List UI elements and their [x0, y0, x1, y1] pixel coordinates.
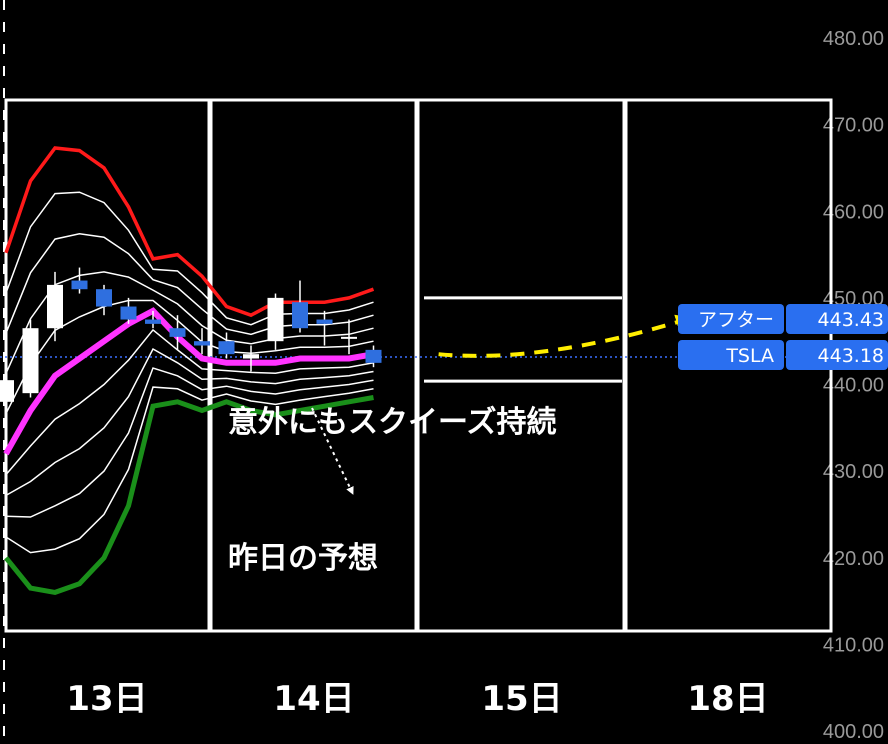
price-tag-value-box	[786, 340, 888, 370]
candle-body	[96, 289, 112, 307]
upper-band-line	[5, 233, 374, 336]
price-tag-value: 443.43	[818, 309, 884, 331]
y-tick-label: 470.00	[823, 115, 884, 137]
day-label-13: 13日	[66, 679, 147, 719]
labels: 意外にもスクイーズ持続 昨日の予想 13日 14日 15日 18日	[66, 405, 768, 719]
y-tick-label: 440.00	[823, 375, 884, 397]
candle-body	[341, 336, 357, 339]
candle-body	[120, 306, 137, 320]
annotation-arrow	[311, 407, 354, 495]
lower-band-line	[5, 367, 374, 518]
y-axis-ticks: 480.00470.00460.00450.00440.00430.00420.…	[823, 28, 884, 743]
middle-band-magenta	[3, 307, 375, 456]
day-frame	[4, 98, 211, 633]
y-tick-label: 420.00	[823, 548, 884, 570]
y-tick-label: 460.00	[823, 201, 884, 223]
candle-body	[169, 328, 186, 337]
forecast-dashed-1	[438, 314, 692, 358]
y-tick-label: 400.00	[823, 721, 884, 743]
price-tag-value-box	[786, 304, 888, 334]
annotation-squeeze: 意外にもスクイーズ持続	[228, 405, 557, 440]
forecast-arrow	[311, 314, 692, 495]
candle-body	[194, 341, 210, 346]
annotation-yesterday: 昨日の予想	[228, 541, 378, 576]
candle-body	[47, 284, 63, 329]
price-tag-value: 443.18	[818, 345, 884, 367]
price-tag-label-box	[678, 304, 784, 334]
lower-band-line	[5, 328, 374, 476]
y-tick-label: 480.00	[823, 28, 884, 50]
y-tick-label: 430.00	[823, 461, 884, 483]
lower-band-line	[5, 386, 374, 554]
candle-body	[267, 297, 284, 342]
candle-body	[316, 319, 333, 324]
candle-body	[71, 280, 88, 290]
candle-body	[292, 302, 308, 329]
day-frame	[416, 98, 626, 633]
upper-band-red	[4, 146, 375, 318]
y-tick-label: 410.00	[823, 634, 884, 656]
bollinger-bands	[3, 146, 375, 595]
price-tag-label: TSLA	[725, 345, 774, 367]
price-tag-label: アフター	[698, 309, 774, 331]
candle-body	[243, 354, 259, 359]
candles	[0, 267, 382, 420]
day-label-15: 15日	[481, 679, 562, 719]
upper-band-line	[5, 191, 374, 326]
price-tags: アフター 443.43 TSLA 443.18	[678, 304, 888, 370]
day-label-14: 14日	[273, 679, 354, 719]
candle-body	[0, 380, 14, 402]
price-tag-label-box	[678, 340, 784, 370]
candle-body	[145, 319, 161, 324]
candle-body	[365, 349, 382, 363]
upper-band-line	[5, 271, 374, 374]
upper-band-line	[5, 299, 374, 414]
candle-body	[218, 341, 235, 355]
day-frame	[209, 98, 418, 633]
day-label-18: 18日	[687, 679, 768, 719]
lower-band-line	[5, 347, 374, 497]
candle-body	[22, 328, 39, 394]
